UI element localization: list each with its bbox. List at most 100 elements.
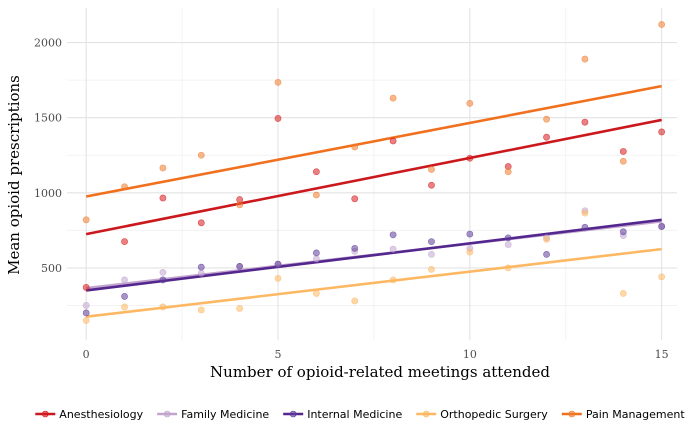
data-point xyxy=(543,115,550,123)
data-point xyxy=(197,219,205,227)
data-point xyxy=(658,21,666,28)
data-point xyxy=(82,317,90,324)
data-point xyxy=(82,309,90,317)
data-point xyxy=(197,263,205,271)
data-point xyxy=(581,209,589,217)
data-point xyxy=(121,303,128,311)
legend-item: Anesthesiology xyxy=(35,408,144,421)
legend-key-point xyxy=(42,410,49,418)
legend-item: Pain Management xyxy=(561,408,685,421)
legend: Anesthesiology Family Medicine Internal Me… xyxy=(35,408,685,421)
fit-line xyxy=(86,247,662,319)
data-point xyxy=(466,248,474,256)
data-point xyxy=(121,183,128,191)
fit-line xyxy=(86,218,662,292)
data-point xyxy=(121,276,128,284)
data-point xyxy=(428,238,435,246)
data-point xyxy=(82,284,90,291)
data-point xyxy=(159,303,167,311)
data-point xyxy=(466,154,474,162)
data-point xyxy=(236,201,244,209)
legend-key-point xyxy=(568,410,576,418)
data-point xyxy=(121,293,128,300)
data-point xyxy=(312,290,320,297)
data-point xyxy=(504,264,512,272)
y-axis-ticks: 500 1000 1500 2000 xyxy=(34,37,62,275)
data-point xyxy=(274,260,282,268)
y-axis-title: Mean opioid prescriptions xyxy=(5,75,23,275)
data-point xyxy=(351,244,359,252)
legend-item: Family Medicine xyxy=(157,408,269,421)
y-tick-label: 1500 xyxy=(34,112,62,125)
x-tick-label: 0 xyxy=(83,348,90,361)
y-tick-label: 1000 xyxy=(34,187,62,200)
data-point xyxy=(658,223,666,230)
legend-item: Internal Medicine xyxy=(283,408,402,421)
data-point xyxy=(82,216,90,224)
x-tick-label: 5 xyxy=(275,348,282,361)
legend-label: Internal Medicine xyxy=(307,408,402,421)
data-point xyxy=(389,231,397,239)
data-point xyxy=(619,228,627,236)
data-point xyxy=(351,195,359,203)
data-point xyxy=(82,302,90,309)
data-point xyxy=(428,265,435,273)
y-tick-label: 2000 xyxy=(34,37,62,50)
legend-key-point xyxy=(422,410,430,418)
data-point xyxy=(504,168,512,176)
data-point xyxy=(236,305,244,312)
data-point xyxy=(466,230,474,238)
data-point xyxy=(428,181,435,189)
legend-item: Orthopedic Surgery xyxy=(416,408,548,421)
data-point xyxy=(428,166,435,173)
legend-label: Orthopedic Surgery xyxy=(440,408,548,421)
data-point xyxy=(159,164,167,172)
data-point xyxy=(466,99,474,107)
data-point xyxy=(658,128,666,136)
fit-lines xyxy=(85,84,662,319)
data-point xyxy=(389,94,397,102)
data-point xyxy=(504,241,512,249)
legend-key-point xyxy=(289,410,297,418)
data-point xyxy=(351,143,359,151)
data-point xyxy=(504,234,512,242)
data-point xyxy=(312,191,320,199)
data-point xyxy=(197,269,205,277)
data-point xyxy=(274,78,282,86)
data-point xyxy=(619,157,627,165)
data-point xyxy=(312,168,320,176)
data-point xyxy=(581,223,589,231)
legend-label: Family Medicine xyxy=(181,408,269,421)
x-axis-ticks: 0 5 10 15 xyxy=(83,348,669,361)
data-point xyxy=(658,273,666,281)
data-point xyxy=(619,148,627,155)
legend-key-point xyxy=(163,410,171,418)
data-points xyxy=(82,21,666,324)
legend-label: Anesthesiology xyxy=(59,408,143,421)
data-point xyxy=(543,250,550,258)
data-point xyxy=(389,137,397,145)
data-point xyxy=(236,262,244,270)
data-point xyxy=(389,245,397,253)
data-point xyxy=(581,118,589,126)
data-point xyxy=(159,194,167,202)
x-tick-label: 10 xyxy=(463,348,477,361)
data-point xyxy=(312,249,320,257)
fit-line xyxy=(85,118,662,236)
data-point xyxy=(274,115,282,122)
data-point xyxy=(543,235,550,243)
data-point xyxy=(619,290,627,297)
data-point xyxy=(159,268,167,276)
data-point xyxy=(428,250,435,258)
x-tick-label: 15 xyxy=(655,348,669,361)
data-point xyxy=(312,255,320,263)
y-tick-label: 500 xyxy=(41,262,62,275)
data-point xyxy=(159,276,167,284)
data-point xyxy=(581,55,589,63)
data-point xyxy=(197,151,205,159)
x-axis-title: Number of opioid-related meetings attend… xyxy=(210,363,550,381)
data-point xyxy=(274,275,282,282)
data-point xyxy=(543,133,550,141)
data-point xyxy=(121,238,128,246)
